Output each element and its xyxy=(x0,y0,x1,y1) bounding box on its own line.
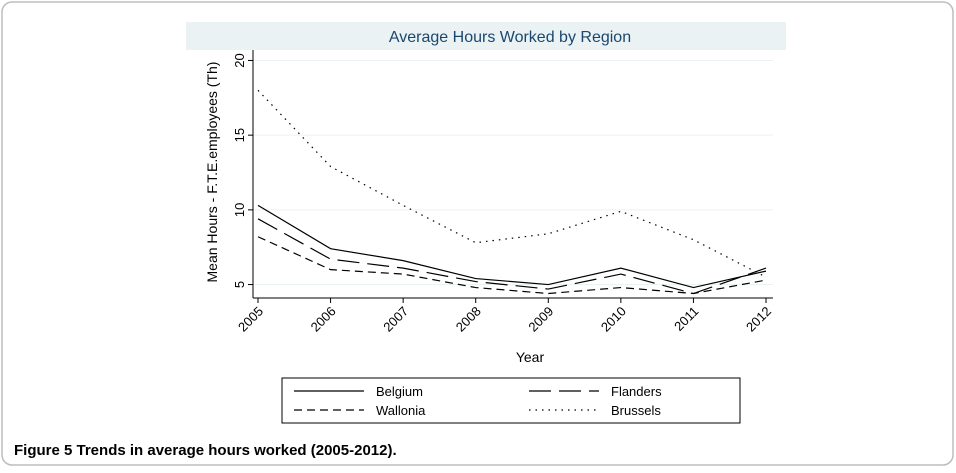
legend-label: Flanders xyxy=(611,384,662,399)
series-line xyxy=(257,218,767,295)
plot-area xyxy=(253,50,773,298)
series-line xyxy=(257,89,767,278)
legend-label: Belgium xyxy=(376,384,423,399)
y-tick-label: 5 xyxy=(232,281,247,288)
figure-caption: Figure 5 Trends in average hours worked … xyxy=(14,442,397,459)
legend-box xyxy=(281,377,741,424)
legend-label: Brussels xyxy=(611,403,661,418)
y-tick-label: 20 xyxy=(232,53,247,67)
legend-label: Wallonia xyxy=(376,403,426,418)
series-line xyxy=(257,204,767,289)
y-tick-label: 10 xyxy=(232,203,247,217)
x-axis-label: Year xyxy=(516,349,545,365)
series-line xyxy=(257,236,767,295)
title-band xyxy=(186,22,786,50)
y-axis-label: Mean Hours - F.T.E.employees (Th) xyxy=(204,62,220,283)
chart-title: Average Hours Worked by Region xyxy=(389,29,631,46)
y-tick-label: 15 xyxy=(232,128,247,142)
